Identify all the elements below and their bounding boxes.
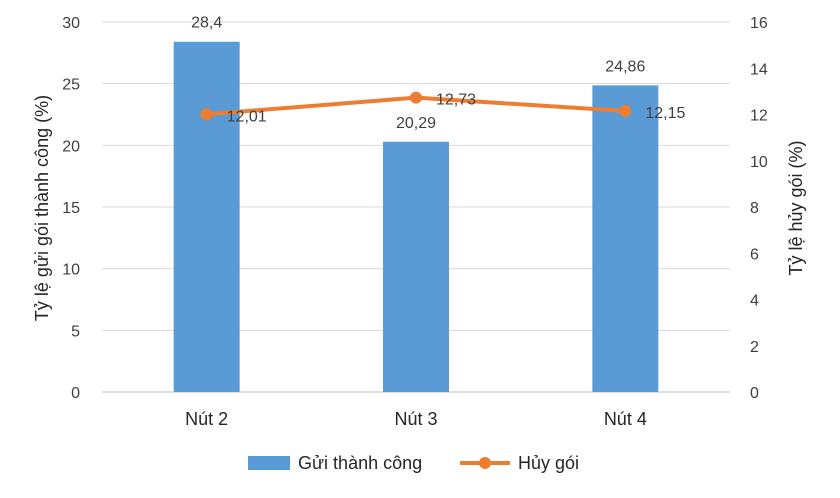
right-tick-label: 16 [750,15,768,32]
left-tick-label: 5 [71,323,80,340]
bar-series [173,41,659,392]
right-axis-ticks: 0 2 4 6 8 10 12 14 16 [750,15,768,402]
line-point [410,91,422,104]
left-axis-ticks: 0 5 10 15 20 25 30 [62,15,80,402]
right-tick-label: 14 [750,61,768,78]
left-tick-label: 15 [62,200,80,217]
left-axis-title: Tỷ lệ gửi gói thành công (%) [32,95,52,321]
left-tick-label: 30 [62,15,80,32]
legend-bar-label: Gửi thành công [298,453,422,473]
right-tick-label: 8 [750,200,759,217]
bar-data-label: 28,4 [191,15,222,32]
legend-bar-swatch [248,456,290,470]
right-tick-label: 12 [750,108,768,125]
right-tick-label: 2 [750,339,759,356]
category-label: Nút 2 [185,409,228,429]
right-tick-label: 4 [750,293,759,310]
line-data-label: 12,01 [227,108,267,125]
legend-line-marker [479,457,491,469]
bar-data-label: 20,29 [396,115,436,132]
line-data-label: 12,73 [436,92,476,109]
left-tick-label: 10 [62,262,80,279]
line-point [200,108,213,121]
right-tick-label: 0 [750,385,759,402]
right-tick-label: 10 [750,154,768,171]
bar [383,141,449,392]
right-tick-label: 6 [750,246,759,263]
left-tick-label: 20 [62,138,80,155]
left-tick-label: 25 [62,77,80,94]
category-label: Nút 4 [604,409,647,429]
bar [592,85,659,392]
left-tick-label: 0 [71,385,80,402]
bar [173,41,240,392]
category-label: Nút 3 [394,409,437,429]
bar-data-label: 24,86 [605,58,645,75]
line-point [619,105,632,118]
line-series [200,91,632,121]
category-axis-labels: Nút 2 Nút 3 Nút 4 [185,409,647,429]
right-axis-title: Tỷ lệ hủy gói (%) [786,140,806,275]
legend-line-label: Hủy gói [518,453,579,473]
line-data-label: 12,15 [645,105,685,122]
legend: Gửi thành công Hủy gói [248,453,579,473]
data-labels: 28,4 20,29 24,86 12,01 12,73 12,15 [191,15,685,132]
